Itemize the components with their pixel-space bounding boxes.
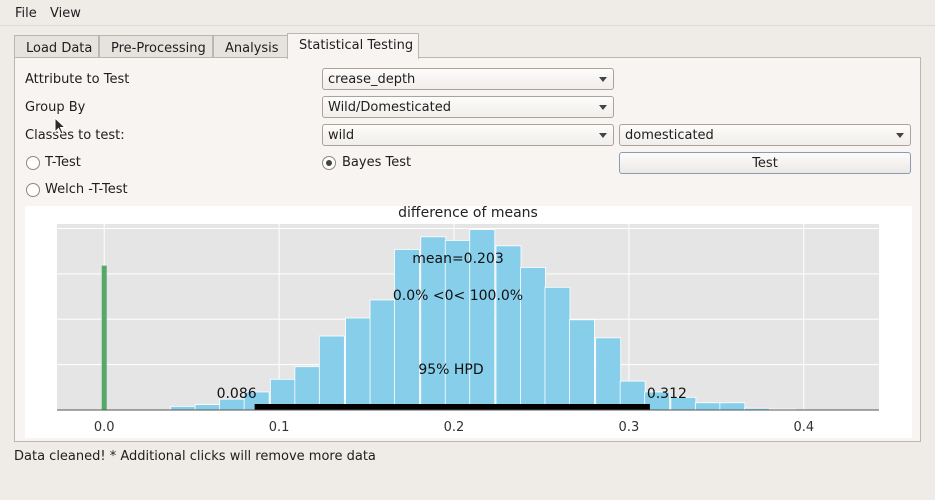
difference-of-means-chart: 0.0 0.1 0.2 0.3 0.4 difference of means mean=0… [57, 205, 879, 435]
histogram-bar [694, 402, 721, 411]
menu-file[interactable]: File [15, 6, 37, 21]
chart-title: difference of means [398, 206, 538, 221]
class-a-select[interactable]: wild [322, 124, 614, 146]
attribute-select[interactable]: crease_depth [322, 68, 614, 90]
x-tick-label: 0.2 [444, 420, 465, 435]
classes-label: Classes to test: [25, 128, 125, 143]
histogram-bar [318, 335, 345, 411]
probability-annotation: 0.0% <0< 100.0% [393, 288, 523, 304]
welch-ttest-radio[interactable] [26, 183, 40, 197]
status-message: Data cleaned! * Additional clicks will r… [14, 449, 376, 464]
histogram-bar [544, 286, 571, 411]
welch-ttest-label: Welch -T-Test [45, 182, 128, 197]
histogram-bar [369, 299, 396, 411]
class-a-value: wild [328, 128, 355, 143]
hpd-label: 95% HPD [418, 362, 483, 378]
x-tick-label: 0.0 [94, 420, 115, 435]
bayes-test-label: Bayes Test [342, 155, 412, 170]
histogram-bar [394, 249, 420, 411]
attribute-value: crease_depth [328, 72, 416, 87]
test-button[interactable]: Test [619, 152, 911, 174]
tab-load-data[interactable]: Load Data [14, 35, 99, 58]
histogram-bar [294, 366, 321, 411]
zero-reference-bar [101, 265, 107, 410]
class-b-select[interactable]: domesticated [619, 124, 911, 146]
ttest-radio[interactable] [26, 156, 40, 170]
hpd-low-label: 0.086 [217, 386, 257, 402]
mean-annotation: mean=0.203 [412, 251, 504, 267]
tab-statistical-testing[interactable]: Statistical Testing [287, 33, 419, 59]
menu-bar: File View [0, 0, 935, 26]
histogram-bar [520, 267, 546, 411]
histogram-bar [595, 337, 622, 411]
histogram-bar [569, 319, 595, 411]
class-b-value: domesticated [625, 128, 714, 143]
histogram-bar [194, 404, 221, 411]
chevron-down-icon [599, 133, 607, 138]
chevron-down-icon [599, 77, 607, 82]
chevron-down-icon [599, 105, 607, 110]
x-tick-label: 0.3 [619, 420, 640, 435]
histogram-bar [495, 245, 522, 411]
tab-pre-processing[interactable]: Pre-Processing [99, 35, 213, 58]
chevron-down-icon [896, 133, 904, 138]
tab-analysis[interactable]: Analysis [213, 35, 288, 58]
x-tick-label: 0.4 [793, 420, 814, 435]
x-tick-label: 0.1 [269, 420, 290, 435]
group-by-select[interactable]: Wild/Domesticated [322, 96, 614, 118]
histogram-bar [345, 317, 371, 411]
hpd-interval-bar [254, 404, 650, 410]
mouse-cursor-icon [54, 117, 66, 135]
hpd-high-label: 0.312 [647, 386, 687, 402]
ttest-label: T-Test [45, 155, 81, 170]
bayes-test-radio[interactable] [322, 156, 336, 170]
histogram-bar [469, 229, 496, 411]
chart-canvas: 0.0 0.1 0.2 0.3 0.4 difference of means mean=0… [25, 205, 912, 438]
group-by-value: Wild/Domesticated [328, 100, 451, 115]
attribute-label: Attribute to Test [25, 72, 130, 87]
statistical-testing-panel: Attribute to Test crease_depth Group By … [14, 57, 921, 442]
group-by-label: Group By [25, 100, 86, 115]
histogram-bar [719, 402, 746, 411]
menu-view[interactable]: View [50, 6, 81, 21]
histogram-bar [170, 405, 197, 411]
histogram-bar [420, 236, 447, 411]
